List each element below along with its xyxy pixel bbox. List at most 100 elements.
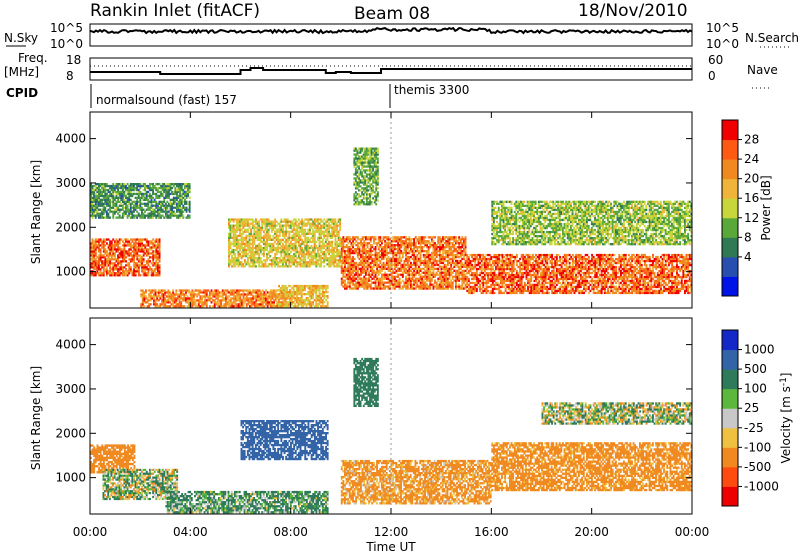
- heatmap-cell: [152, 246, 155, 249]
- heatmap-cell: [455, 281, 457, 284]
- heatmap-cell: [115, 240, 118, 243]
- heatmap-cell: [175, 291, 178, 294]
- heatmap-cell: [137, 258, 140, 261]
- heatmap-cell: [262, 242, 265, 246]
- heatmap-cell: [232, 228, 235, 231]
- heatmap-cell: [262, 236, 265, 239]
- heatmap-cell: [297, 222, 300, 225]
- heatmap-cell: [312, 246, 315, 250]
- heatmap-cell: [310, 261, 313, 264]
- heatmap-cell: [193, 303, 195, 306]
- heatmap-cell: [253, 236, 256, 239]
- heatmap-cell: [199, 297, 202, 300]
- heatmap-cell: [170, 297, 173, 300]
- heatmap-cell: [91, 254, 94, 257]
- heatmap-cell: [275, 236, 278, 239]
- heatmap-cell: [113, 258, 116, 261]
- heatmap-cell: [148, 295, 151, 298]
- heatmap-cell: [243, 255, 246, 258]
- heatmap-cell: [98, 268, 100, 271]
- heatmap-cell: [297, 293, 300, 296]
- heatmap-cell: [161, 293, 163, 296]
- heatmap-cell: [321, 299, 324, 302]
- heatmap-cell: [261, 293, 264, 296]
- heatmap-cell: [261, 301, 264, 304]
- heatmap-cell: [445, 269, 448, 272]
- heatmap-cell: [276, 305, 279, 308]
- heatmap-cell: [299, 263, 302, 266]
- heatmap-cell: [137, 274, 140, 277]
- heatmap-cell: [310, 259, 313, 262]
- heatmap-cell: [302, 220, 305, 223]
- heatmap-cell: [150, 270, 153, 273]
- heatmap-cell: [315, 230, 318, 233]
- heatmap-cell: [286, 230, 289, 233]
- heatmap-cell: [139, 264, 142, 267]
- heatmap-cell: [270, 259, 273, 262]
- heatmap-cell: [277, 230, 280, 233]
- heatmap-cell: [128, 266, 131, 269]
- heatmap-cell: [117, 260, 119, 263]
- heatmap-cell: [315, 228, 318, 231]
- heatmap-cell: [315, 253, 318, 256]
- heatmap-cell: [301, 250, 303, 254]
- heatmap-cell: [253, 240, 256, 244]
- heatmap-cell: [293, 238, 295, 241]
- heatmap-cell: [304, 263, 307, 266]
- heatmap-cell: [416, 253, 419, 257]
- heatmap-cell: [292, 297, 295, 300]
- heatmap-cell: [363, 261, 366, 265]
- heatmap-cell: [117, 248, 119, 251]
- heatmap-cell: [434, 236, 436, 239]
- heatmap-cell: [326, 301, 329, 304]
- heatmap-cell: [312, 248, 315, 252]
- heatmap-cell: [258, 220, 261, 223]
- heatmap-cell: [305, 224, 308, 227]
- heatmap-cell: [263, 301, 266, 304]
- heatmap-cell: [269, 255, 272, 258]
- heatmap-cell: [472, 291, 475, 295]
- heatmap-cell: [309, 255, 311, 258]
- heatmap-cell: [375, 203, 378, 206]
- heatmap-cell: [99, 238, 102, 241]
- heatmap-cell: [312, 303, 314, 306]
- heatmap-cell: [245, 261, 248, 264]
- heatmap-cell: [294, 293, 297, 296]
- heatmap-cell: [323, 259, 326, 262]
- heatmap-cell: [459, 248, 462, 251]
- heatmap-cell: [152, 274, 155, 277]
- heatmap-cell: [406, 261, 409, 265]
- heatmap-cell: [234, 261, 237, 264]
- heatmap-cell: [269, 295, 272, 298]
- heatmap-cell: [281, 284, 284, 288]
- heatmap-cell: [405, 281, 407, 284]
- heatmap-cell: [266, 218, 268, 221]
- heatmap-cell: [232, 253, 235, 256]
- heatmap-cell: [235, 226, 238, 229]
- heatmap-cell: [139, 250, 142, 253]
- heatmap-cell: [247, 263, 249, 266]
- heatmap-cell: [317, 224, 319, 227]
- heatmap-cell: [313, 246, 316, 250]
- heatmap-cell: [245, 297, 248, 300]
- heatmap-cell: [304, 255, 307, 258]
- heatmap-cell: [331, 228, 334, 231]
- heatmap-cell: [305, 293, 308, 296]
- heatmap-cell: [249, 293, 251, 296]
- heatmap-cell: [145, 252, 148, 255]
- heatmap-cell: [326, 244, 329, 248]
- heatmap-cell: [269, 246, 272, 250]
- heatmap-cell: [282, 265, 284, 268]
- heatmap-cell: [285, 253, 288, 256]
- heatmap-cell: [289, 295, 292, 298]
- heatmap-cell: [217, 301, 219, 304]
- heatmap-cell: [123, 250, 126, 253]
- heatmap-cell: [329, 240, 332, 244]
- heatmap-cell: [136, 264, 139, 267]
- heatmap-cell: [126, 244, 129, 247]
- heatmap-cell: [331, 244, 334, 248]
- heatmap-cell: [186, 299, 189, 302]
- heatmap-cell: [317, 222, 319, 225]
- heatmap-cell: [185, 301, 187, 304]
- heatmap-cell: [328, 240, 330, 244]
